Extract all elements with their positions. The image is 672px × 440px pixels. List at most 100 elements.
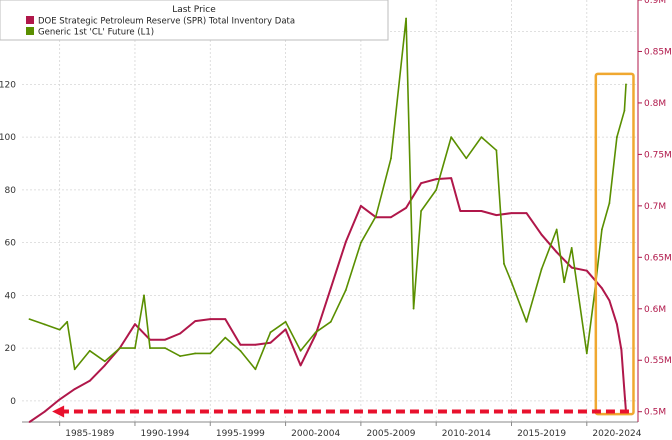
cl-data-point xyxy=(134,347,136,349)
cl-data-point xyxy=(28,318,31,320)
cl-data-point xyxy=(164,347,167,349)
left-tick-label: 120 xyxy=(0,80,16,90)
x-tick-label: 2005-2009 xyxy=(366,429,415,439)
legend-swatch-spr xyxy=(26,16,34,24)
spr-data-point xyxy=(555,251,558,254)
cl-data-point xyxy=(601,228,603,231)
spr-data-point xyxy=(390,216,392,219)
right-tick-label: 0.55M xyxy=(644,356,672,366)
cl-data-point xyxy=(625,83,627,86)
left-tick-label: 60 xyxy=(5,239,17,249)
cl-data-point xyxy=(314,331,317,334)
cl-data-point xyxy=(495,149,498,152)
spr-data-point xyxy=(620,349,623,351)
cl-data-point xyxy=(623,109,626,112)
spr-data-point xyxy=(164,338,167,341)
cl-data-point xyxy=(435,189,438,191)
cl-data-point xyxy=(329,320,332,323)
spr-data-point xyxy=(194,320,197,322)
x-tick-label: 1985-1989 xyxy=(65,429,114,439)
cl-data-point xyxy=(66,320,69,323)
x-tick-label: 2020-2024 xyxy=(592,429,641,439)
spr-data-point xyxy=(179,332,182,335)
spr-data-point xyxy=(465,210,468,212)
arrow-head xyxy=(52,405,65,418)
cl-data-point xyxy=(360,241,362,244)
spr-data-point xyxy=(510,212,513,215)
legend-label-cl: Generic 1st 'CL' Future (L1) xyxy=(38,28,154,38)
spr-data-point xyxy=(608,299,611,302)
spr-data-point xyxy=(585,269,588,272)
legend: Last Price DOE Strategic Petroleum Reser… xyxy=(0,0,389,41)
cl-data-point xyxy=(344,289,347,291)
spr-data-point xyxy=(435,178,438,181)
cl-data-point xyxy=(149,347,151,349)
legend-box xyxy=(0,0,389,41)
annotation-layer xyxy=(52,72,635,418)
cl-data-point xyxy=(58,328,61,331)
right-tick-label: 0.7M xyxy=(644,202,666,212)
cl-data-point xyxy=(143,294,145,297)
spr-data-point xyxy=(570,266,573,269)
spr-data-point xyxy=(254,343,257,346)
cl-data-point xyxy=(450,136,453,139)
spr-data-point xyxy=(623,390,626,392)
cl-data-point xyxy=(420,210,422,212)
right-tick-label: 0.5M xyxy=(644,408,666,418)
cl-data-point xyxy=(540,268,543,270)
cl-data-point xyxy=(555,228,558,231)
cl-data-point xyxy=(465,157,468,160)
x-tick-label: 2015-2019 xyxy=(517,429,566,439)
cl-data-point xyxy=(269,331,272,334)
spr-data-point xyxy=(450,177,453,180)
spr-data-point xyxy=(284,328,287,331)
cl-data-point xyxy=(525,320,528,323)
right-tick-label: 0.65M xyxy=(644,253,672,263)
right-tick-label: 0.85M xyxy=(644,47,672,57)
cl-data-point xyxy=(224,336,227,339)
cl-data-point xyxy=(390,157,392,160)
right-tick-label: 0.75M xyxy=(644,150,672,160)
legend-header: Last Price xyxy=(172,5,216,15)
cl-data-point xyxy=(608,202,611,205)
spr-data-point xyxy=(269,341,272,344)
cl-data-point xyxy=(405,17,407,20)
cl-data-point xyxy=(503,262,505,265)
cl-data-point xyxy=(585,352,588,355)
left-tick-label: 0 xyxy=(10,397,16,407)
cl-data-point xyxy=(284,320,287,323)
spr-data-point xyxy=(344,241,347,243)
right-tick-label: 0.8M xyxy=(644,99,666,109)
cl-data-point xyxy=(194,352,197,355)
spr-data-point xyxy=(360,205,362,207)
spr-data-point xyxy=(480,210,483,212)
legend-label-spr: DOE Strategic Petroleum Reserve (SPR) To… xyxy=(38,17,295,27)
legend-swatch-cl xyxy=(26,27,34,35)
cl-data-point xyxy=(412,307,415,310)
plot-area xyxy=(0,0,638,422)
spr-data-point xyxy=(420,182,422,185)
x-tick-label: 2000-2004 xyxy=(291,429,340,439)
left-tick-label: 20 xyxy=(5,344,17,354)
cl-data-point xyxy=(73,368,76,371)
right-tick-label: 0.6M xyxy=(644,305,666,315)
cl-data-point xyxy=(119,347,121,349)
spr-data-point xyxy=(459,210,462,212)
spr-data-point xyxy=(329,287,332,290)
spr-data-point xyxy=(88,379,91,382)
spr-data-point xyxy=(525,212,528,215)
series-layer xyxy=(28,17,627,423)
cl-data-point xyxy=(209,352,212,355)
spr-data-point xyxy=(540,233,543,236)
x-tick-label: 1990-1994 xyxy=(141,429,190,439)
left-tick-label: 80 xyxy=(5,186,17,196)
cl-data-point xyxy=(103,360,106,363)
x-axis-ticks: 1985-1989 1990-1994 1995-1999 2000-2004 2005… xyxy=(59,422,642,439)
spr-data-point xyxy=(28,421,31,423)
spr-data-point xyxy=(224,318,227,320)
spr-data-point xyxy=(134,323,136,326)
left-tick-label: 100 xyxy=(0,133,16,143)
x-tick-label: 2010-2014 xyxy=(442,429,491,439)
